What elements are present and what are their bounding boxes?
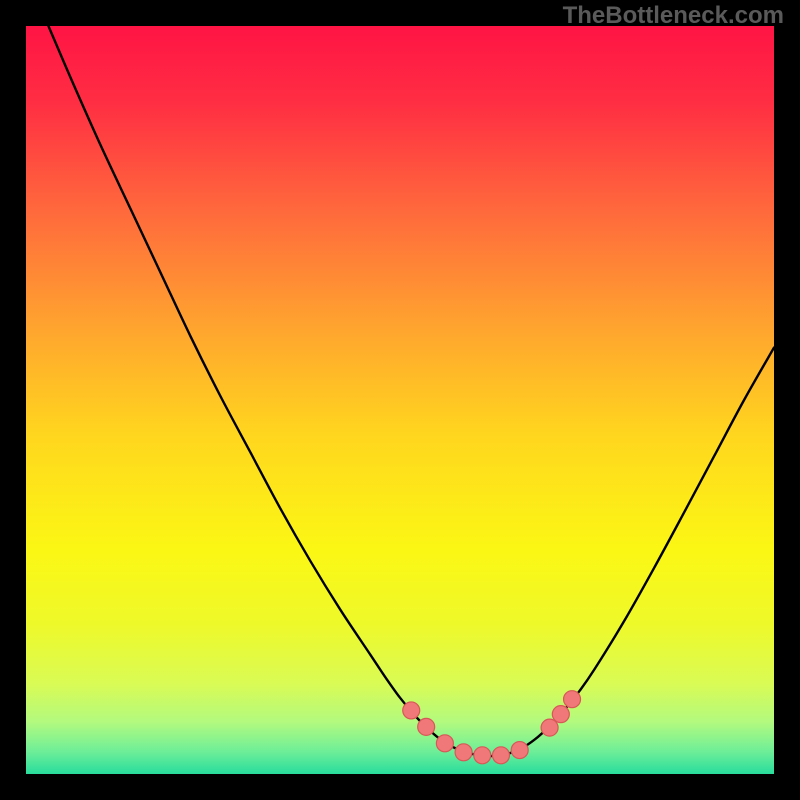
curve-marker [541,719,558,736]
watermark-text: TheBottleneck.com [563,2,784,30]
curve-marker [436,735,453,752]
curve-marker [474,747,491,764]
curve-marker [403,702,420,719]
bottleneck-chart [0,0,800,800]
curve-marker [455,744,472,761]
curve-marker [552,706,569,723]
gradient-background [26,26,774,774]
curve-marker [492,747,509,764]
chart-container: TheBottleneck.com [0,0,800,800]
curve-marker [511,742,528,759]
curve-marker [564,691,581,708]
curve-marker [418,718,435,735]
